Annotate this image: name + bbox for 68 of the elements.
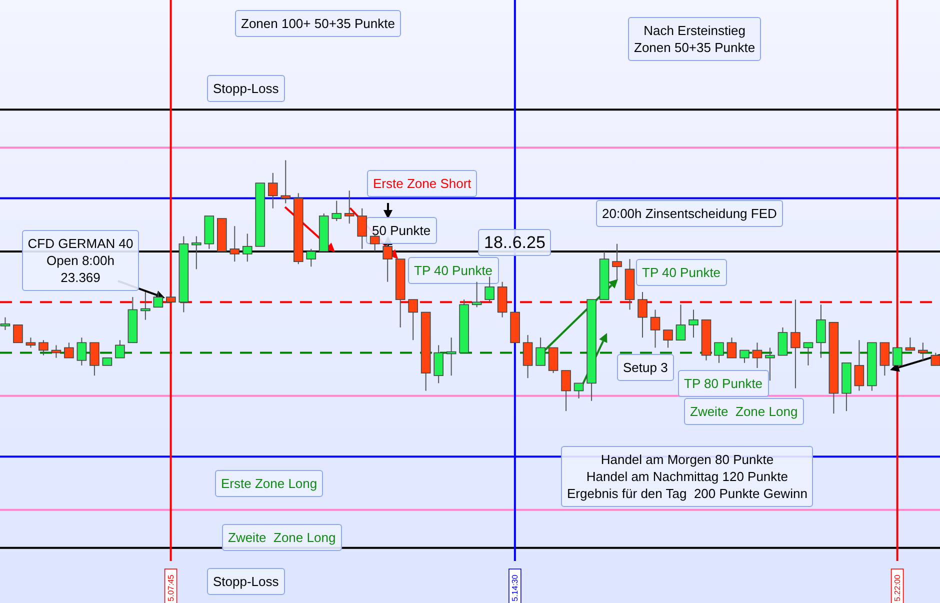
candlestick	[230, 226, 240, 262]
candlestick	[408, 299, 418, 341]
x-tick-label: 5.22:00	[892, 574, 902, 602]
candlestick	[714, 342, 724, 364]
annotation: 18..6.25	[478, 229, 552, 256]
candlestick	[803, 342, 814, 366]
annotation: 50 Punkte	[366, 217, 437, 244]
candlestick	[561, 370, 571, 412]
candlestick	[332, 200, 342, 222]
candlestick	[892, 347, 902, 366]
annotation: 20:00h Zinsentscheidung FED	[596, 200, 783, 227]
annotation: CFD GERMAN 40 Open 8:00h 23.369	[22, 230, 140, 290]
candlestick	[536, 337, 546, 366]
candlestick	[192, 236, 202, 270]
candlestick	[153, 291, 164, 308]
candlestick	[472, 281, 482, 308]
candlestick	[688, 309, 698, 338]
candlestick	[484, 276, 494, 303]
candlestick	[816, 304, 826, 358]
candlestick	[357, 208, 368, 250]
annotation: TP 40 Punkte	[408, 257, 499, 284]
candlestick	[90, 342, 100, 376]
candlestick	[434, 344, 444, 384]
text: Zonen 100+ 50+35 Punkte	[235, 10, 401, 37]
candlestick	[918, 342, 928, 361]
candlestick	[752, 342, 762, 368]
candlestick	[676, 304, 686, 341]
x-tick-label: 5.07:45	[166, 574, 176, 602]
candlestick	[612, 243, 622, 280]
candlestick	[268, 172, 278, 209]
candlestick	[115, 340, 125, 358]
candlestick	[790, 299, 800, 389]
candlestick	[0, 316, 10, 330]
candlestick	[930, 352, 940, 366]
candlestick	[76, 337, 87, 366]
candlestick	[765, 347, 775, 382]
annotation: Erste Zone Short	[367, 170, 478, 197]
candlestick	[574, 382, 584, 399]
candlestick	[13, 324, 23, 344]
candlestick	[280, 160, 291, 204]
candlestick	[242, 233, 252, 262]
text: Zweite Zone Long	[222, 524, 342, 551]
candlestick	[26, 337, 36, 348]
text: Handel am Morgen 80 Punkte Handel am Nachmittag 120 Punkte Ergebnis für den Tag 200 Punkte Gewinn	[561, 446, 814, 507]
candlestick	[663, 329, 673, 348]
candlestick	[522, 334, 533, 379]
annotation: TP 40 Punkte	[636, 259, 727, 286]
text: Erste Zone Long	[215, 470, 324, 497]
candlestick	[740, 350, 750, 364]
candlestick	[854, 340, 864, 392]
annotation: Zweite Zone Long	[684, 398, 804, 425]
candlestick	[778, 326, 788, 356]
candlestick	[638, 291, 648, 338]
candlestick	[306, 248, 316, 268]
candlestick	[650, 309, 660, 348]
text: Stopp-Loss	[207, 75, 285, 102]
candlestick	[140, 291, 150, 320]
x-tick-label: 5.14:30	[510, 574, 520, 602]
candlestick	[548, 347, 558, 374]
candlestick	[726, 337, 737, 358]
text: Nach Ersteinstieg Zonen 50+35 Punkte	[628, 17, 762, 61]
candlestick	[64, 342, 74, 358]
text: Stopp-Loss	[207, 568, 285, 595]
candlestick	[880, 342, 890, 376]
candlestick	[38, 340, 48, 356]
annotation: TP 80 Punkte	[678, 370, 769, 397]
candlestick	[344, 190, 354, 224]
annotation: Setup 3	[617, 354, 674, 381]
